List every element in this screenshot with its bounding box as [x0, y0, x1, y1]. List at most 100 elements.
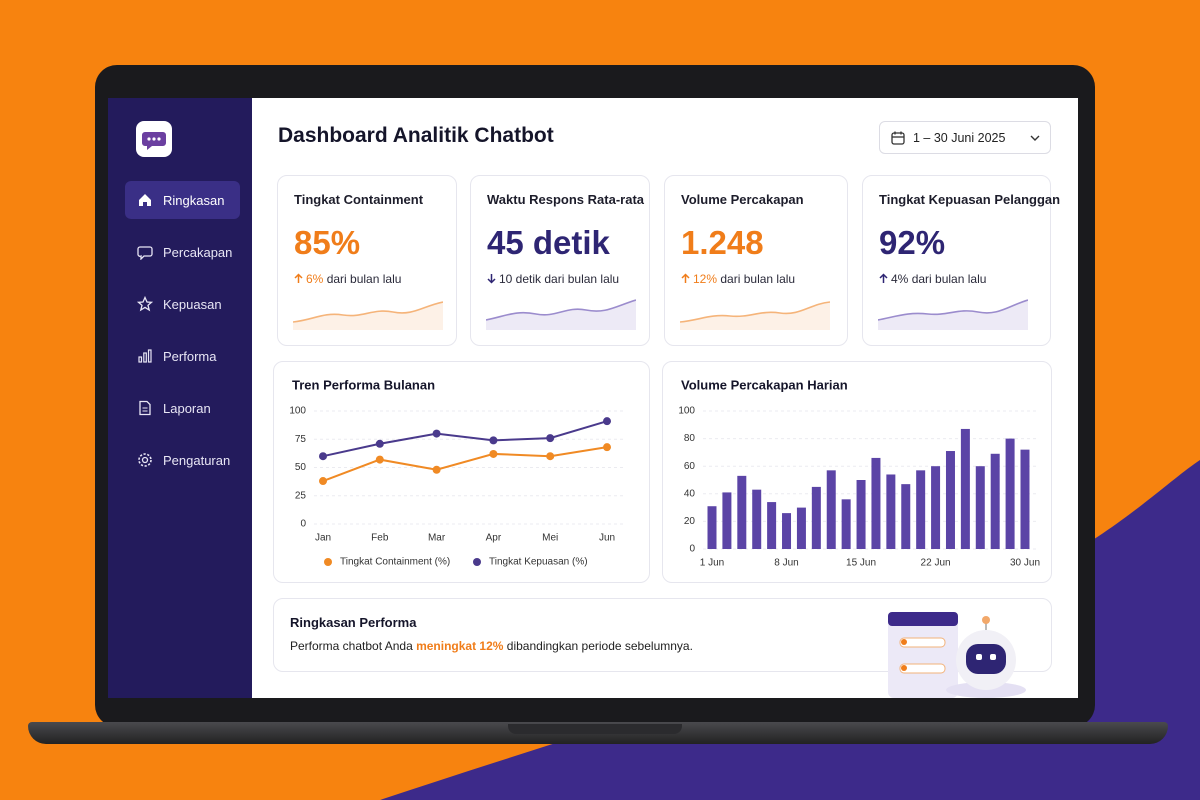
bar: [826, 470, 836, 549]
robot-illustration: [888, 612, 1026, 698]
kpi-change-note: dari bulan lalu: [911, 272, 987, 286]
kpi-title: Volume Percakapan: [681, 192, 804, 207]
bar: [901, 484, 911, 549]
y-tick-label: 40: [684, 488, 696, 499]
line-chart: Tren Performa Bulanan 0 25 50 75 100 Jan Feb Mar…: [289, 377, 624, 568]
line-point: [375, 439, 384, 448]
sparkline: [878, 299, 1028, 330]
logo-icon: [142, 132, 166, 150]
summary-text-before: Performa chatbot Anda: [290, 639, 417, 653]
line-point: [432, 465, 441, 474]
nav-icon: [139, 194, 151, 206]
nav-icon: [138, 349, 152, 363]
line-point: [489, 436, 498, 445]
laptop-notch: [508, 724, 682, 734]
kpi-change: 10 detik dari bulan lalu: [487, 272, 619, 286]
bar: [707, 506, 717, 549]
legend-label: Tingkat Kepuasan (%): [489, 557, 588, 568]
y-tick-label: 50: [295, 462, 307, 473]
kpi-value: 92%: [879, 224, 946, 261]
kpi-change: 12% dari bulan lalu: [681, 272, 795, 286]
x-tick-label: Mar: [428, 533, 446, 544]
nav-label: Performa: [163, 349, 217, 364]
calendar-icon: [891, 131, 905, 145]
kpi-card: Tingkat Kepuasan Pelanggan 92% 4% dari bul…: [862, 175, 1060, 346]
kpi-card: Waktu Respons Rata-rata 45 detik 10 detik …: [470, 175, 650, 346]
legend-swatch: [473, 558, 481, 566]
bar: [782, 513, 792, 549]
kpi-change-value: 4%: [891, 272, 909, 286]
chevron: [1030, 135, 1040, 141]
bar: [960, 428, 970, 549]
y-tick-label: 0: [689, 544, 695, 555]
nav-label: Percakapan: [163, 245, 233, 260]
summary-text: Performa chatbot Anda meningkat 12% diba…: [290, 639, 693, 653]
nav-label: Pengaturan: [163, 453, 231, 468]
nav-label: Kepuasan: [163, 297, 222, 312]
bar: [916, 470, 926, 549]
bar: [737, 475, 747, 549]
kpi-change-note: dari bulan lalu: [720, 272, 796, 286]
kpi-card: Volume Percakapan 1.248 12% dari bulan lal…: [664, 175, 848, 346]
bar: [796, 507, 806, 549]
trend-arrow: [487, 274, 496, 284]
line-point: [546, 452, 555, 461]
kpi-value: 45 detik: [487, 224, 610, 261]
date-picker[interactable]: 1 – 30 Juni 2025: [879, 121, 1051, 154]
kpi-title: Tingkat Containment: [294, 192, 424, 207]
nav-item[interactable]: Ringkasan: [125, 181, 240, 219]
line-point: [546, 434, 555, 443]
bar: [1005, 438, 1015, 549]
summary-text-after: dibandingkan periode sebelumnya.: [503, 639, 693, 653]
y-tick-label: 100: [678, 406, 695, 417]
page-title: Dashboard Analitik Chatbot: [278, 124, 554, 147]
nav-icon: [137, 296, 153, 312]
line-point: [432, 429, 441, 438]
chart-title: Tren Performa Bulanan: [292, 377, 435, 392]
bar: [945, 451, 955, 549]
line-series: [322, 446, 608, 482]
nav-item[interactable]: Pengaturan: [125, 441, 240, 479]
date-range: 1 – 30 Juni 2025: [913, 131, 1006, 145]
sparkline: [680, 301, 830, 330]
y-tick-label: 0: [300, 519, 306, 530]
trend-arrow: [879, 273, 888, 283]
nav-label: Ringkasan: [163, 193, 225, 208]
sparkline: [486, 299, 636, 330]
kpi-card: Tingkat Containment 85% 6% dari bulan lalu: [277, 175, 457, 346]
bar: [856, 480, 866, 549]
nav-icon: [139, 400, 151, 416]
kpi-title: Tingkat Kepuasan Pelanggan: [879, 192, 1061, 207]
bar: [931, 466, 941, 549]
y-tick-label: 75: [295, 434, 307, 445]
nav-item[interactable]: Kepuasan: [125, 285, 240, 323]
x-tick-label: 15 Jun: [846, 558, 876, 569]
x-tick-label: Apr: [486, 533, 502, 544]
x-tick-label: 22 Jun: [921, 558, 951, 569]
line-point: [603, 443, 611, 452]
bar-chart: Volume Percakapan Harian 0 20 40 60 80 100 1 Ju…: [678, 377, 1040, 569]
y-tick-label: 80: [684, 433, 696, 444]
kpi-change-value: 6%: [306, 272, 324, 286]
x-tick-label: Jan: [315, 533, 331, 544]
x-tick-label: Mei: [542, 533, 558, 544]
nav-item[interactable]: Laporan: [125, 389, 240, 427]
line-point: [319, 452, 327, 461]
legend-label: Tingkat Containment (%): [340, 557, 450, 568]
summary-highlight: meningkat 12%: [416, 639, 504, 653]
trend-arrow: [681, 273, 690, 283]
nav-icon: [137, 246, 153, 260]
bar: [886, 474, 896, 549]
y-tick-label: 25: [295, 490, 307, 501]
nav-item[interactable]: Percakapan: [125, 233, 240, 271]
line-series: [322, 420, 608, 458]
kpi-change: 4% dari bulan lalu: [879, 272, 986, 286]
nav-item[interactable]: Performa: [125, 337, 240, 375]
y-tick-label: 100: [289, 406, 306, 417]
trend-arrow: [294, 273, 303, 283]
x-tick-label: 8 Jun: [774, 558, 798, 569]
x-tick-label: 30 Jun: [1010, 558, 1040, 569]
legend-swatch: [324, 558, 332, 566]
line-point: [603, 417, 611, 426]
